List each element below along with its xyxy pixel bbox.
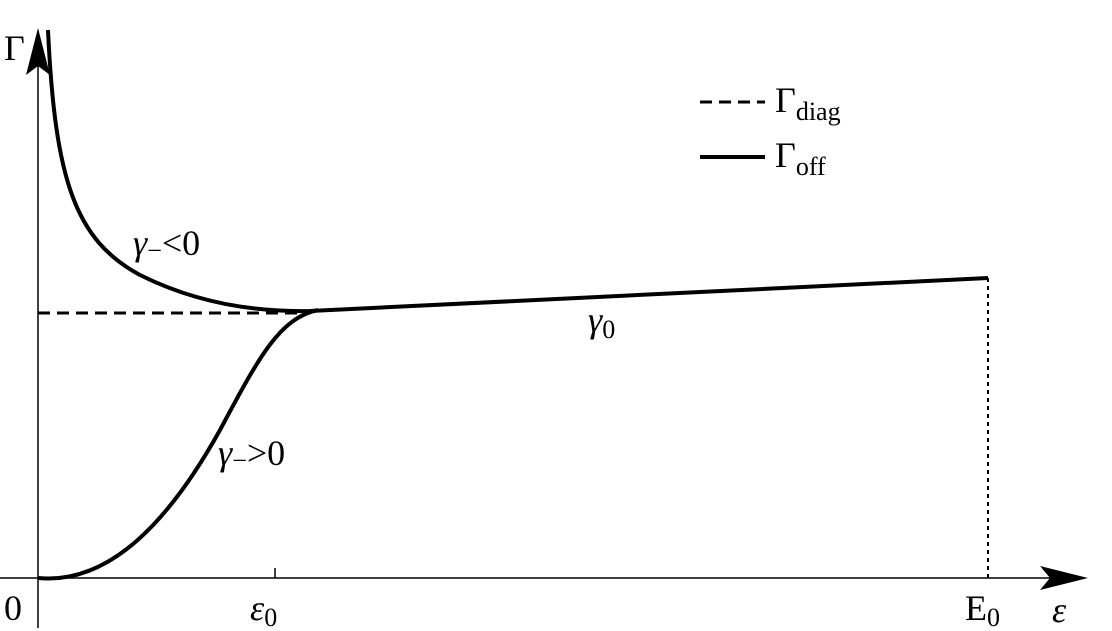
x-mark-label: E0 xyxy=(965,588,1000,631)
off-curve-lower xyxy=(37,308,319,581)
annotation: γ−>0 xyxy=(218,433,285,475)
x-mark-label: ε0 xyxy=(250,588,277,631)
annotation: γ−<0 xyxy=(133,223,200,265)
annotation: γ0 xyxy=(588,300,615,344)
y-label: Γ xyxy=(4,28,25,68)
x-label: ε xyxy=(1052,590,1067,630)
y-axis-arrow xyxy=(26,28,50,75)
legend-label: Γoff xyxy=(775,135,826,181)
x-axis-arrow xyxy=(1040,566,1088,590)
off-curve-upper xyxy=(46,29,989,314)
legend-label: Γdiag xyxy=(775,80,841,126)
origin-label: 0 xyxy=(4,588,22,628)
